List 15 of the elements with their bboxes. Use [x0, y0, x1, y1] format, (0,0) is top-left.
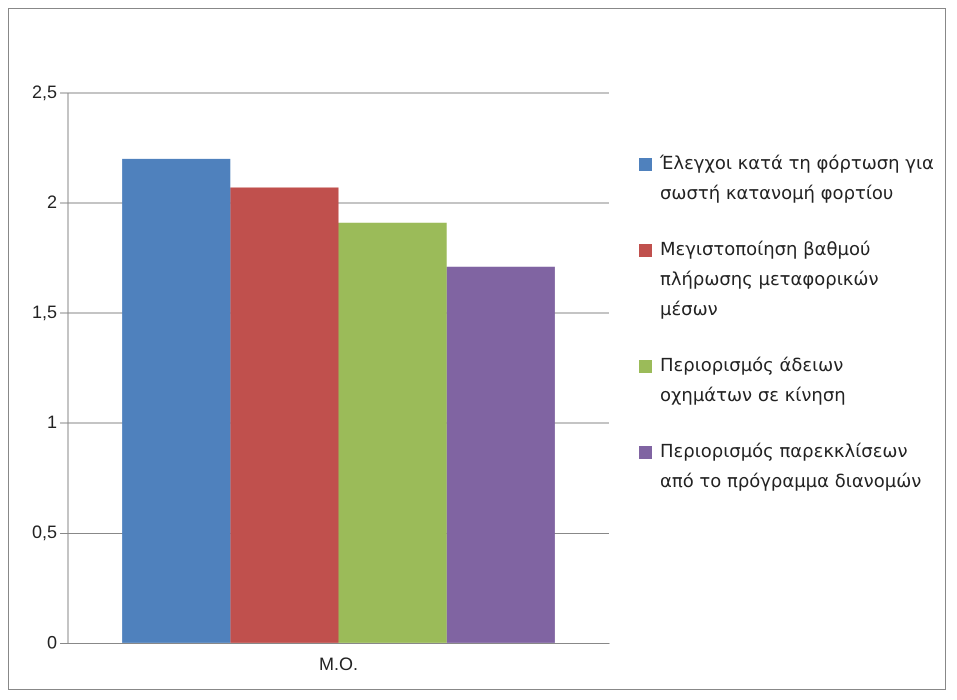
- y-tick-label: 0,5: [32, 522, 58, 542]
- legend-label: Έλεγχοι κατά τη φόρτωση για σωστή κατανομή φορτίου: [660, 152, 935, 206]
- y-tick-label: 2,5: [32, 82, 58, 102]
- bar: [230, 188, 339, 643]
- bar: [122, 158, 230, 643]
- legend-label: Μεγιστοποίηση βαθμού πλήρωσης μεταφορικών μέσων: [660, 238, 880, 322]
- y-tick-label: 2: [47, 192, 58, 212]
- bar: [338, 222, 447, 643]
- y-tick-label: 1: [47, 412, 58, 432]
- y-tick-label: 0: [47, 632, 58, 652]
- legend-label: Περιορισμός άδειων οχημάτων σε κίνηση: [660, 354, 847, 408]
- legend-label: Περιορισμός παρεκκλίσεων από το πρόγραμμα διανομών: [660, 440, 922, 494]
- x-tick-label: Μ.Ο.: [319, 654, 358, 674]
- bar: [446, 266, 555, 643]
- y-tick-label: 1,5: [32, 302, 58, 322]
